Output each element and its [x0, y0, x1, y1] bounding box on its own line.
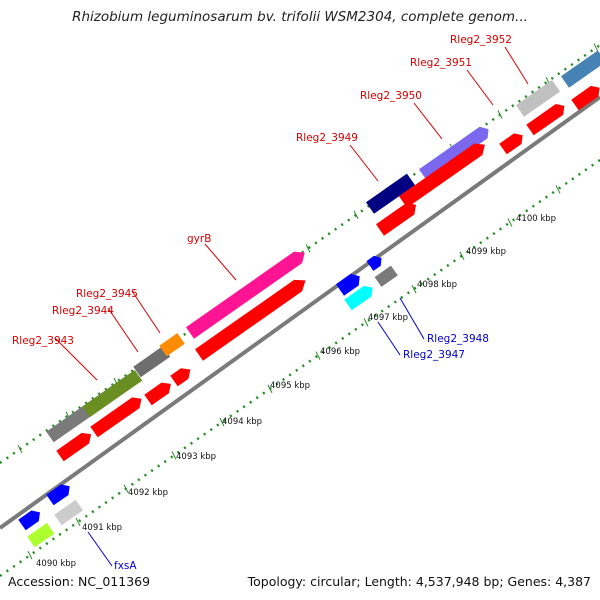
leader-rleg2-3943 [54, 337, 98, 381]
major-tick [75, 517, 81, 527]
scale-label-4100: 4100 kbp [516, 214, 556, 224]
scale-label-4099: 4099 kbp [466, 247, 506, 257]
leader-rleg2-3952 [504, 46, 529, 85]
gene-rleg2-3949[interactable] [366, 173, 415, 214]
scale-label-4091: 4091 kbp [82, 523, 122, 533]
major-tick [305, 244, 311, 253]
gene-features [18, 50, 600, 548]
scale-label-4095: 4095 kbp [270, 381, 310, 391]
major-tick [123, 484, 129, 493]
scale-track-lower [0, 158, 600, 578]
cds-4[interactable] [170, 368, 191, 387]
scale-label-4094: 4094 kbp [222, 417, 262, 427]
major-tick [555, 185, 561, 194]
major-tick [17, 444, 23, 454]
gene-lower-blue-b[interactable] [46, 484, 70, 506]
gene-label-fxsa[interactable]: fxsA [114, 560, 137, 572]
cds-rleg2-3953[interactable] [571, 85, 600, 111]
gene-rleg2-3951[interactable] [516, 80, 561, 117]
major-tick [315, 351, 321, 360]
gene-rleg2-3943[interactable] [82, 370, 143, 418]
cds-3[interactable] [144, 382, 171, 406]
gene-label-rleg2-3947[interactable]: Rleg2_3947 [403, 349, 465, 361]
leader-rleg2-3948 [399, 297, 425, 340]
cds-rleg2-3950[interactable] [399, 143, 485, 208]
gene-lower-grey[interactable] [54, 499, 83, 526]
leader-rleg2-3944 [107, 307, 139, 353]
genome-backbone [0, 95, 600, 530]
major-tick [497, 110, 503, 119]
leader-fxsa [87, 531, 113, 567]
major-tick [411, 284, 417, 294]
cds-rleg2-3952[interactable] [526, 104, 565, 136]
major-ticks [17, 43, 599, 560]
gene-label-rleg2-3945[interactable]: Rleg2_3945 [76, 288, 138, 300]
gene-rleg2-3952[interactable] [561, 50, 600, 88]
major-tick [459, 251, 465, 261]
major-tick [507, 218, 513, 227]
major-tick [593, 43, 599, 52]
scale-label-4090: 4090 kbp [36, 559, 76, 569]
gene-label-rleg2-3944[interactable]: Rleg2_3944 [52, 305, 114, 317]
cds-rleg2-3951[interactable] [499, 133, 523, 155]
gene-label-rleg2-3952[interactable]: Rleg2_3952 [450, 34, 512, 46]
gene-fxsa[interactable] [27, 522, 55, 548]
map-title: Rhizobium leguminosarum bv. trifolii WSM… [72, 9, 528, 25]
gene-label-rleg2-3943[interactable]: Rleg2_3943 [12, 335, 74, 347]
cds-rleg2-3949[interactable] [376, 203, 416, 236]
leader-rleg2-3947 [377, 321, 401, 356]
gene-label-rleg2-3951[interactable]: Rleg2_3951 [410, 57, 472, 69]
major-tick [171, 451, 177, 460]
gene-gyrb[interactable] [186, 251, 305, 339]
gene-label-rleg2-3948[interactable]: Rleg2_3948 [427, 333, 489, 345]
gene-rleg2-3950[interactable] [419, 126, 489, 181]
major-tick [27, 550, 33, 560]
scale-label-4097: 4097 kbp [368, 313, 408, 323]
gene-rleg2-3944[interactable] [133, 346, 171, 378]
scale-label-4098: 4098 kbp [417, 280, 457, 290]
gene-rleg2-3947[interactable] [344, 285, 373, 311]
major-tick [363, 318, 369, 327]
gene-label-rleg2-3950[interactable]: Rleg2_3950 [360, 90, 422, 102]
leader-rleg2-3950 [413, 102, 443, 140]
gene-rleg2-3945[interactable] [159, 333, 185, 357]
leader-rleg2-3945 [131, 290, 161, 334]
major-tick [219, 417, 225, 427]
major-tick [353, 210, 359, 220]
major-tick [267, 384, 273, 394]
gene-rleg2-3948-a[interactable] [336, 273, 360, 296]
scale-label-4092: 4092 kbp [128, 488, 168, 498]
gene-lower-blue-a[interactable] [18, 510, 40, 531]
leader-rleg2-3949 [349, 144, 379, 182]
accession-text: Accession: NC_011369 [8, 574, 151, 589]
gene-label-rleg2-3949[interactable]: Rleg2_3949 [296, 132, 358, 144]
gene-rleg2-3948-b[interactable] [366, 255, 382, 271]
cds-1[interactable] [56, 432, 92, 462]
scale-label-4093: 4093 kbp [176, 452, 216, 462]
topology-text: Topology: circular; Length: 4,537,948 bp… [247, 574, 591, 589]
scale-label-4096: 4096 kbp [320, 347, 360, 357]
gene-rleg2-3948-grey[interactable] [374, 265, 398, 287]
label-leader-lines [54, 46, 529, 567]
leader-gyrb [204, 243, 237, 281]
cds-2[interactable] [90, 397, 142, 438]
gene-label-gyrb[interactable]: gyrB [187, 233, 211, 245]
cds-gyrb[interactable] [195, 279, 306, 361]
leader-rleg2-3951 [466, 69, 494, 106]
